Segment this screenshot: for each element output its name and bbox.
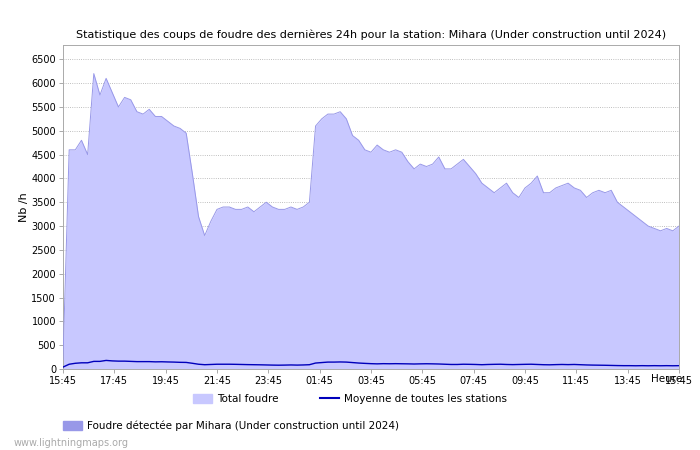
Text: Heure: Heure bbox=[651, 374, 682, 384]
Legend: Total foudre, Moyenne de toutes les stations: Total foudre, Moyenne de toutes les stat… bbox=[193, 394, 507, 404]
Legend: Foudre détectée par Mihara (Under construction until 2024): Foudre détectée par Mihara (Under constr… bbox=[63, 421, 399, 431]
Title: Statistique des coups de foudre des dernières 24h pour la station: Mihara (Under: Statistique des coups de foudre des dern… bbox=[76, 30, 666, 40]
Y-axis label: Nb /h: Nb /h bbox=[18, 192, 29, 222]
Text: www.lightningmaps.org: www.lightningmaps.org bbox=[14, 438, 129, 448]
